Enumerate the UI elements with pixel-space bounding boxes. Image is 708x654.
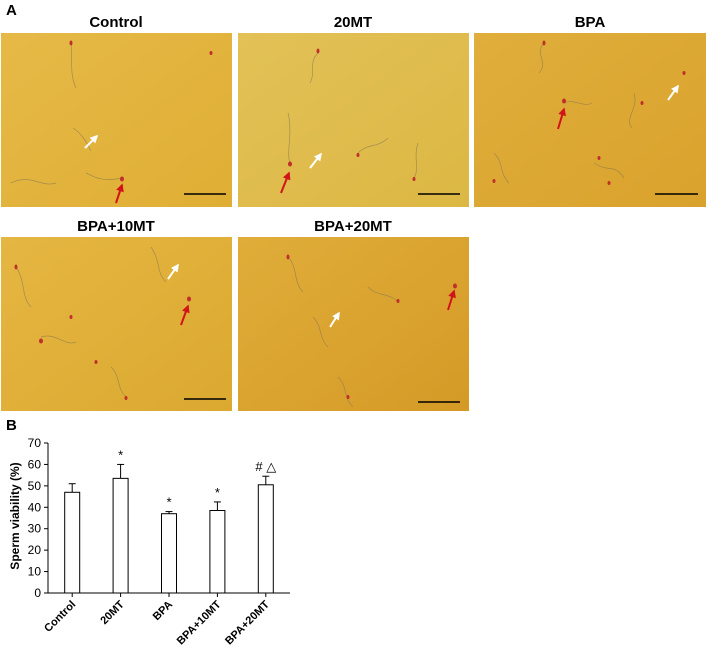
- y-tick-label: 0: [34, 586, 41, 600]
- y-tick-label: 10: [28, 565, 42, 579]
- x-tick-label: 20MT: [98, 598, 127, 627]
- panel-b-label: B: [6, 417, 17, 434]
- micrograph-bpa: [474, 33, 706, 207]
- y-axis-label: Sperm viability (%): [8, 462, 22, 569]
- x-tick-label: Control: [42, 599, 78, 635]
- x-tick-label: BPA+10MT: [175, 598, 224, 647]
- y-tick-label: 70: [28, 436, 42, 450]
- micrograph-control: [1, 33, 232, 207]
- micrograph-20mt: [238, 33, 469, 207]
- image-title-bpa: BPA: [574, 14, 606, 31]
- x-tick-label: BPA+20MT: [223, 598, 272, 647]
- bar-chart: Sperm viability (%) 0 10 20 30 40 50 60 70 Contr…: [8, 436, 290, 647]
- bar: [161, 513, 177, 594]
- y-tick-label: 60: [28, 457, 42, 471]
- bar: [209, 510, 226, 594]
- image-title-bpa-20mt: BPA+20MT: [314, 218, 392, 235]
- y-tick-label: 50: [28, 479, 42, 493]
- image-title-bpa-10mt: BPA+10MT: [77, 218, 155, 235]
- micrograph-bpa-10mt: [1, 237, 232, 411]
- y-tick-label: 20: [28, 543, 42, 557]
- x-tick-label: BPA: [151, 599, 175, 623]
- y-tick-label: 40: [28, 500, 42, 514]
- bar: [257, 484, 274, 594]
- significance-marker: # △: [255, 459, 276, 474]
- significance-marker: *: [118, 447, 123, 462]
- micrograph-bpa-20mt: [238, 237, 469, 411]
- y-tick-label: 30: [28, 522, 42, 536]
- image-title-20mt: 20MT: [333, 14, 373, 31]
- panel-a-label: A: [6, 2, 17, 19]
- image-title-control: Control: [89, 14, 143, 31]
- significance-marker: *: [215, 485, 220, 500]
- significance-marker: *: [166, 495, 171, 510]
- bar: [64, 491, 81, 594]
- bar: [112, 477, 129, 594]
